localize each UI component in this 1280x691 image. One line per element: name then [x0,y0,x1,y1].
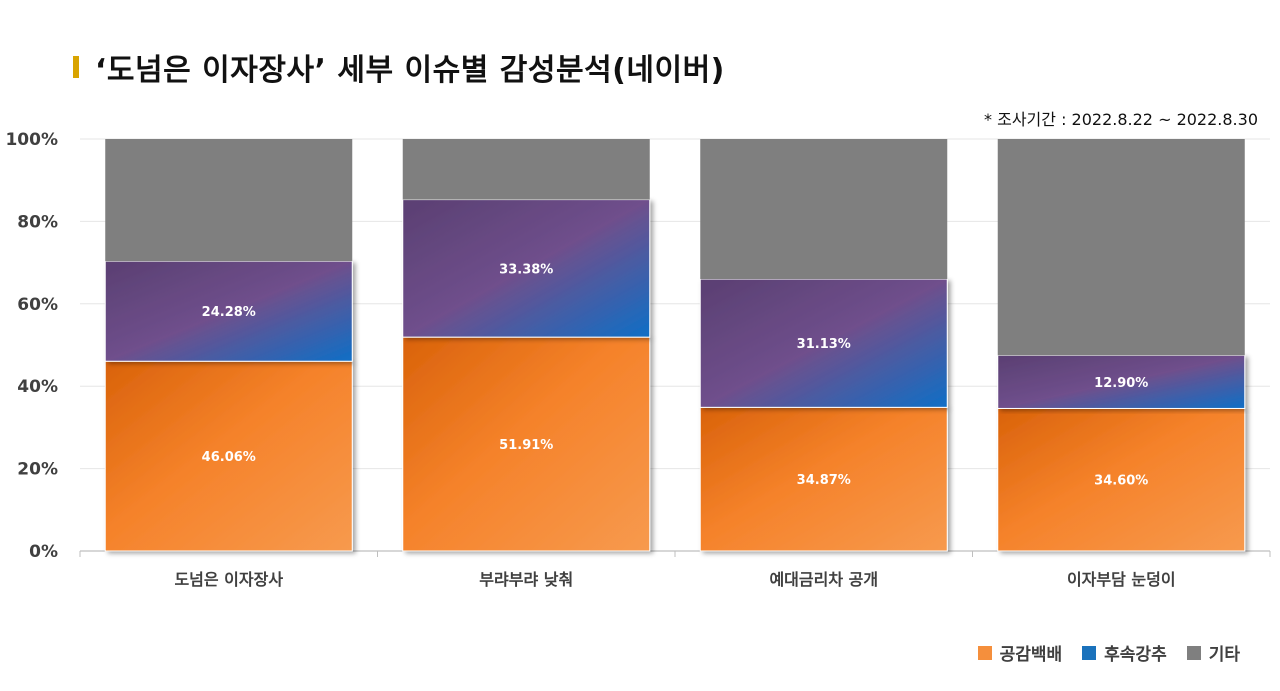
data-label: 31.13% [797,337,851,352]
survey-period-note: * 조사기간 : 2022.8.22 ~ 2022.8.30 [984,110,1258,129]
legend-item-positive: 공감백배 [977,640,1063,665]
y-tick-label: 40% [17,377,58,397]
chart-title: ‘도넘은 이자장사’ 세부 이슈별 감성분석(네이버) [95,53,725,88]
segment-positive [699,406,948,552]
x-category-label: 부랴부랴 낮춰 [479,570,573,589]
segment-positive [402,336,651,552]
segment-negative [997,354,1246,409]
title-accent-bar [73,56,79,78]
legend-label-negative: 후속강추 [1104,645,1167,665]
segment-positive [104,360,353,552]
segment-other [402,139,650,200]
data-label: 34.87% [797,473,851,488]
chart-legend: 공감백배 후속강추 기타 [977,640,1240,665]
segment-other [105,139,353,262]
segment-positive [997,407,1246,552]
x-category-label: 도넘은 이자장사 [174,570,283,589]
legend-swatch-other [1186,645,1201,660]
data-label: 46.06% [202,450,256,465]
legend-swatch-negative [1082,645,1097,660]
legend-swatch-positive [977,645,992,660]
y-tick-label: 60% [17,295,58,315]
legend-item-negative: 후속강추 [1082,640,1167,665]
y-tick-label: 100% [5,130,58,150]
legend-label-other: 기타 [1208,645,1240,665]
data-label: 33.38% [499,262,553,277]
data-label: 12.90% [1094,376,1148,391]
legend-item-other: 기타 [1186,640,1240,665]
y-tick-label: 20% [17,460,58,480]
segment-other [997,139,1245,356]
y-tick-label: 0% [29,542,58,562]
x-category-label: 예대금리차 공개 [769,570,878,589]
segment-negative [402,199,651,338]
segment-other [700,139,948,280]
data-label: 24.28% [202,305,256,320]
segment-negative [699,278,948,408]
x-category-label: 이자부담 눈덩이 [1067,570,1176,589]
data-label: 34.60% [1094,474,1148,489]
segment-negative [104,260,353,362]
legend-label-positive: 공감백배 [999,645,1063,665]
data-label: 51.91% [499,438,553,453]
y-tick-label: 80% [17,212,58,232]
